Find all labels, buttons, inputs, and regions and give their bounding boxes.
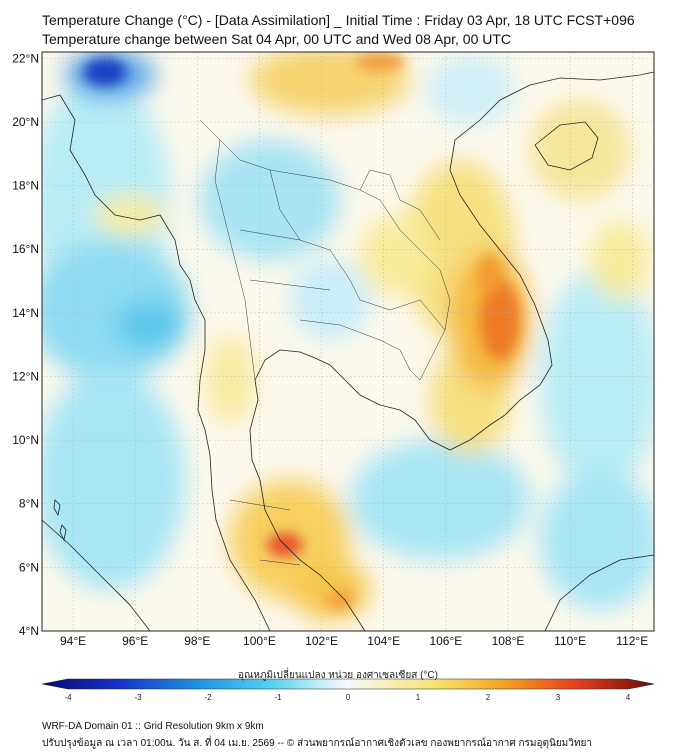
- colorbar-tick-label: -1: [274, 693, 282, 702]
- lat-label: 14°N: [12, 306, 39, 320]
- admin-borders: [199, 119, 451, 566]
- coastlines: [42, 71, 654, 631]
- lat-label: 22°N: [12, 51, 39, 65]
- map-frame: [41, 51, 655, 632]
- lon-label: 100°E: [243, 634, 276, 648]
- temperature-field: [42, 52, 654, 631]
- colorbar-tick-label: 2: [486, 693, 491, 702]
- lon-label: 94°E: [60, 634, 86, 648]
- lat-label: 6°N: [19, 560, 39, 574]
- colorbar-tick-label: -4: [64, 693, 72, 702]
- lon-label: 112°E: [616, 634, 648, 648]
- colorbar-ticks: -4 -3 -2 -1 0 1 2 3 4: [64, 693, 630, 702]
- lon-label: 96°E: [122, 634, 148, 648]
- lat-label: 20°N: [12, 115, 39, 129]
- lon-label: 98°E: [184, 634, 210, 648]
- colorbar-bar: [41, 678, 655, 690]
- latitude-labels: 22°N 20°N 18°N 16°N 14°N 12°N 10°N 8°N 6°N 4°N: [12, 51, 39, 638]
- lat-label: 18°N: [12, 179, 39, 193]
- colorbar-tick-label: 0: [346, 693, 351, 702]
- colorbar-title: อุณหภูมิเปลี่ยนแปลง หน่วย องศาเซลเซียส (…: [238, 670, 438, 681]
- lat-label: 8°N: [19, 497, 39, 511]
- lat-label: 10°N: [12, 433, 39, 447]
- map-title: Temperature Change (°C) - [Data Assimila…: [42, 12, 635, 28]
- longitude-labels: 94°E 96°E 98°E 100°E 102°E 104°E 106°E 108°E 110…: [60, 634, 648, 648]
- lon-label: 108°E: [492, 634, 525, 648]
- colorbar: -4 -3 -2 -1 0 1 2 3 4: [41, 678, 655, 702]
- lat-label: 12°N: [12, 369, 39, 383]
- lon-label: 106°E: [429, 634, 462, 648]
- lat-label: 4°N: [19, 624, 39, 638]
- colorbar-tick-label: -2: [204, 693, 212, 702]
- colorbar-tick-label: -3: [134, 693, 142, 702]
- colorbar-tick-label: 1: [416, 693, 421, 702]
- lat-label: 16°N: [12, 242, 39, 256]
- colorbar-tick-label: 4: [626, 693, 631, 702]
- footer-credit: ปรับปรุงข้อมูล ณ เวลา 01:00น. วัน ส. ที่…: [42, 738, 592, 749]
- colorbar-tick-label: 3: [556, 693, 561, 702]
- map-gridlines: [42, 52, 654, 631]
- lon-label: 102°E: [305, 634, 338, 648]
- lon-label: 110°E: [554, 634, 586, 648]
- map-subtitle: Temperature change between Sat 04 Apr, 0…: [42, 31, 512, 47]
- footer-model-info: WRF-DA Domain 01 :: Grid Resolution 9km …: [42, 721, 264, 732]
- lon-label: 104°E: [367, 634, 400, 648]
